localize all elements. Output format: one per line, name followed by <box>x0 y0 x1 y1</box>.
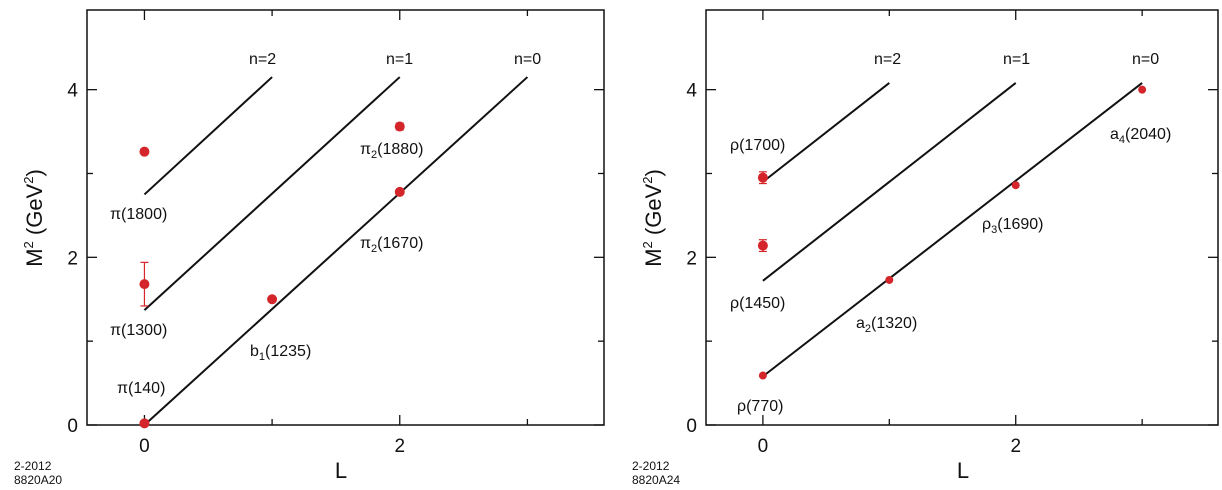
right-trajectory-line-n2 <box>762 82 890 183</box>
left-axes: 0 2 0 2 4 <box>67 10 604 457</box>
left-data-point <box>267 294 278 305</box>
right-plot-frame <box>705 9 1219 426</box>
left-traj-label-n0: n=0 <box>514 51 541 68</box>
right-y-axis-title: M2 (GeV2) <box>640 169 666 267</box>
left-data-point <box>139 146 150 157</box>
right-traj-label-n0: n=0 <box>1132 51 1159 68</box>
right-x-axis-title: L <box>957 458 969 483</box>
right-trajectory-line-n0 <box>762 82 1143 378</box>
right-y-tick-label: 2 <box>686 248 697 269</box>
left-y-tick-label: 0 <box>67 416 78 437</box>
left-point-label-pi1800: π(1800) <box>110 206 167 223</box>
right-trajectory-lines <box>762 82 1143 378</box>
left-data-point <box>394 121 405 132</box>
right-figure-code-date: 2-2012 <box>632 459 670 473</box>
right-point-label-rho1700: ρ(1700) <box>730 137 785 154</box>
right-point-label-rho1450: ρ(1450) <box>730 295 785 312</box>
left-y-axis-title: M2 (GeV2) <box>21 169 47 267</box>
right-x-tick-label: 0 <box>758 436 769 457</box>
right-point-label-rho770: ρ(770) <box>737 398 783 415</box>
left-trajectory-line-n1 <box>143 76 401 311</box>
right-y-tick-label: 0 <box>686 416 697 437</box>
left-trajectory-line-n0 <box>143 76 529 426</box>
right-data-point <box>757 172 768 183</box>
right-data-point <box>758 371 767 380</box>
right-data-point <box>757 240 768 251</box>
left-data-point <box>139 279 150 290</box>
left-point-label-pi1300: π(1300) <box>110 322 167 339</box>
right-point-label-a2-1320: a2(1320) <box>856 315 917 335</box>
left-x-axis-title: L <box>335 458 347 483</box>
left-point-label-pi140: π(140) <box>117 380 165 397</box>
right-data-point <box>1011 181 1020 190</box>
right-point-label-a4-2040: a4(2040) <box>1110 126 1171 146</box>
left-figure-code-date: 2-2012 <box>14 459 52 473</box>
left-point-label-pi2-1670: π2(1670) <box>360 235 423 255</box>
right-data-point <box>885 275 894 284</box>
left-data-points <box>139 121 405 429</box>
left-traj-label-n1: n=1 <box>386 51 413 68</box>
left-x-tick-label: 2 <box>394 436 405 457</box>
left-figure-code-id: 8820A20 <box>14 473 62 487</box>
left-y-tick-label: 4 <box>67 81 78 102</box>
left-plot-frame <box>86 9 605 426</box>
left-point-label-b1-1235: b1(1235) <box>250 343 311 363</box>
right-data-point <box>1138 85 1147 94</box>
right-x-tick-label: 2 <box>1010 436 1021 457</box>
left-trajectory-line-n2 <box>143 76 273 196</box>
left-y-tick-label: 2 <box>67 248 78 269</box>
left-data-point <box>139 418 150 429</box>
right-point-label-rho3-1690: ρ3(1690) <box>982 216 1043 236</box>
left-point-label-pi2-1880: π2(1880) <box>360 141 423 161</box>
right-figure-code-id: 8820A24 <box>632 473 680 487</box>
right-trajectory-line-n1 <box>762 82 1017 282</box>
left-x-tick-label: 0 <box>139 436 150 457</box>
right-traj-label-n2: n=2 <box>874 51 901 68</box>
left-chart-panel: 0 2 0 2 4 n=2 n=1 n=0 π(1800) π(1300) π(140)… <box>14 9 605 487</box>
left-trajectory-lines <box>143 76 529 426</box>
left-data-point <box>394 186 405 197</box>
right-traj-label-n1: n=1 <box>1003 51 1030 68</box>
right-axes: 0 2 0 2 4 <box>686 10 1218 457</box>
right-data-points <box>757 85 1147 380</box>
left-traj-label-n2: n=2 <box>249 51 276 68</box>
right-y-tick-label: 4 <box>686 81 697 102</box>
right-chart-panel: 0 2 0 2 4 n=2 n=1 n=0 ρ(1700) ρ(1450) ρ(770)… <box>632 9 1219 487</box>
